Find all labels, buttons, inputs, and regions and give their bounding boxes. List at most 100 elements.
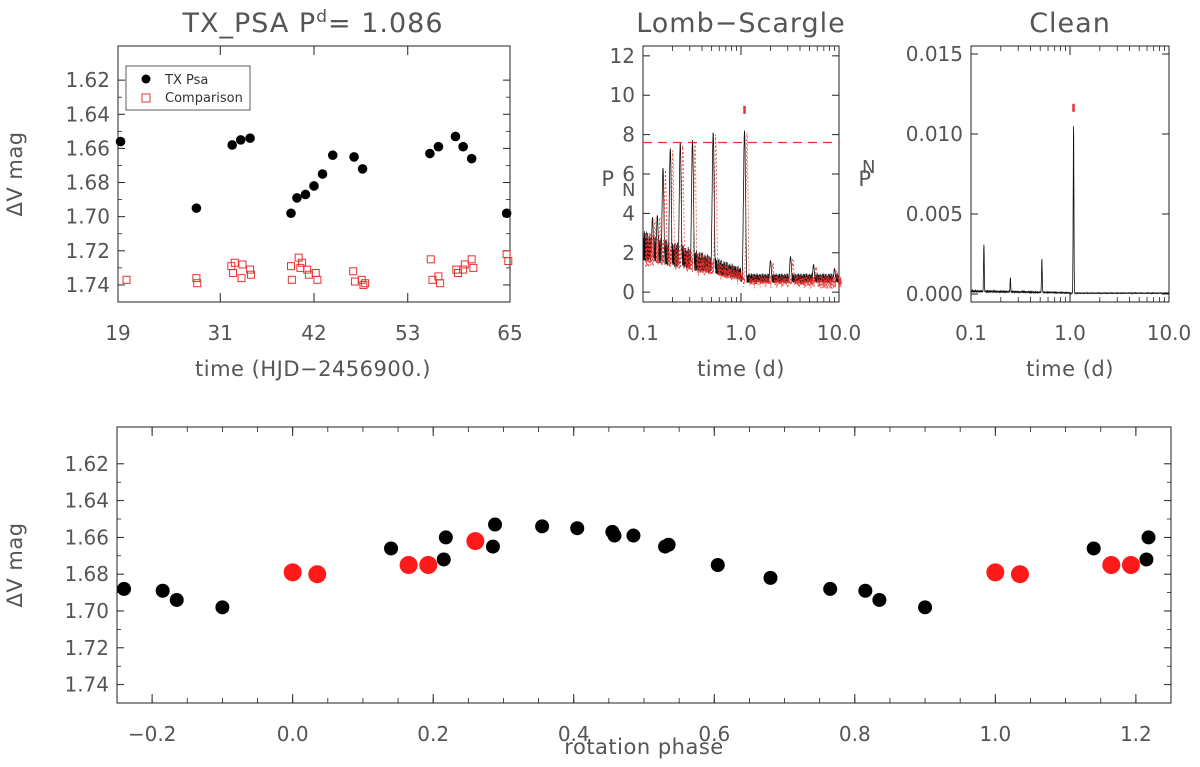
y-tick-label: 10 (610, 83, 635, 107)
clean-ylabel: P (858, 167, 871, 191)
y-tick-label: 1.74 (64, 673, 109, 697)
observed-phase-point (710, 558, 725, 572)
observed-phase-point (488, 517, 503, 532)
y-tick-label: 1.64 (64, 489, 109, 513)
x-tick-label: 0.1 (955, 321, 987, 345)
tx-psa-point (433, 141, 444, 152)
comparison-point (502, 250, 511, 259)
highlighted-phase-point (399, 556, 418, 574)
y-tick-label: 1.68 (64, 562, 109, 586)
y-tick-label: 4 (622, 201, 635, 225)
y-tick-label: 0.010 (906, 122, 963, 146)
y-tick-label: 1.74 (65, 273, 110, 297)
x-tick-label: 31 (208, 321, 233, 345)
tx-psa-point (115, 136, 126, 147)
highlighted-phase-point (986, 563, 1005, 582)
lomb-scargle-title: Lomb−Scargle (636, 8, 846, 39)
x-tick-label: 0.4 (558, 722, 590, 746)
clean-ylabel-sub: N (862, 157, 875, 178)
x-tick-label: 53 (395, 321, 420, 345)
comparison-point (296, 263, 305, 272)
observed-phase-point (872, 592, 887, 607)
comparison-point (304, 270, 313, 279)
y-tick-label: 0 (622, 280, 635, 304)
y-tick-label: 1.68 (65, 171, 110, 195)
tx-psa-point (357, 164, 368, 174)
tx-psa-point (292, 193, 302, 203)
x-tick-label: 1.0 (1054, 321, 1086, 345)
tx-psa-point (191, 203, 202, 213)
clean-title: Clean (1029, 8, 1111, 39)
legend-label-comparison: Comparison (165, 91, 243, 106)
ls-window-line (645, 132, 842, 289)
y-tick-label: 1.72 (65, 239, 110, 263)
comparison-point (350, 277, 359, 286)
comparison-point (192, 274, 201, 283)
observed-phase-point (117, 581, 132, 596)
y-tick-label: 1.66 (64, 525, 109, 549)
phased-panel: 1.62 1.64 1.66 1.68 1.70 1.72 1.74 −0.2 0.0 0.2 0… (3, 426, 1172, 759)
y-tick-label: 0.005 (906, 202, 963, 226)
observed-phase-point (436, 552, 451, 567)
highlighted-phase-point (1010, 565, 1029, 584)
comparison-point (504, 257, 513, 266)
phased-ylabel: ΔV mag (3, 522, 27, 607)
y-tick-label: 1.70 (64, 599, 109, 623)
observed-phase-point (1141, 530, 1156, 545)
tx-psa-point (425, 148, 435, 159)
highlighted-phase-point (1121, 556, 1140, 574)
lightcurve-title: TX_PSA Pd= 1.086 (181, 7, 443, 39)
y-tick-label: 1.72 (64, 636, 109, 660)
tx-psa-point (466, 153, 477, 164)
observed-phase-point (626, 528, 641, 543)
tx-psa-point (245, 133, 255, 143)
lomb-scargle-ylabel: P (601, 167, 614, 191)
comparison-point (246, 265, 255, 274)
x-tick-label: 42 (301, 321, 326, 345)
x-tick-label: 1.0 (979, 722, 1011, 746)
tx-psa-point (227, 140, 237, 150)
tx-psa-point (300, 189, 311, 200)
observed-phase-point (535, 519, 550, 534)
x-tick-label: 0.2 (417, 722, 449, 746)
observed-phase-point (570, 521, 585, 536)
y-tick-label: 12 (610, 44, 635, 68)
x-tick-label: 19 (105, 321, 130, 345)
observed-phase-point (823, 581, 838, 596)
comparison-point (303, 265, 312, 274)
observed-phase-point (1086, 541, 1101, 556)
observed-phase-point (384, 541, 399, 556)
phased-frame (116, 426, 1172, 704)
y-tick-label: 8 (622, 123, 635, 147)
comparison-point (287, 275, 296, 284)
lightcurve-panel: TX_PSA Pd= 1.086 1.62 1.64 1.66 1.68 1.70 1.7… (3, 7, 523, 381)
observed-phase-point (661, 537, 676, 552)
clean-panel: Clean 0.000 0.005 0.010 0.015 0.1 1.0 10.0 ti… (858, 8, 1191, 381)
comparison-point (122, 275, 131, 284)
comparison-point (361, 279, 370, 288)
observed-phase-point (215, 600, 230, 615)
lightcurve-ylabel: ΔV mag (3, 131, 27, 216)
legend-box (125, 65, 251, 111)
y-tick-label: 1.64 (65, 102, 110, 126)
comparison-point (359, 280, 368, 289)
comparison-point (237, 274, 246, 283)
highlighted-phase-point (466, 532, 485, 551)
lomb-scargle-panel: Lomb−Scargle 0 2 4 6 8 10 12 0.1 1.0 10.0 time (… (601, 8, 861, 381)
x-tick-label: 0.1 (627, 321, 659, 345)
y-tick-label: 1.66 (65, 136, 110, 160)
ls-spectrum-line (642, 130, 840, 284)
clean-xlabel: time (d) (1026, 357, 1114, 381)
x-tick-label: 0.0 (277, 722, 309, 746)
comparison-point (460, 260, 469, 269)
observed-phase-point (918, 600, 933, 615)
tx-psa-point (309, 181, 319, 191)
observed-phase-point (763, 570, 778, 585)
observed-phase-point (607, 528, 622, 543)
y-tick-label: 0.000 (906, 282, 963, 306)
x-tick-label: 1.2 (1120, 722, 1152, 746)
highlighted-phase-point (419, 556, 438, 574)
observed-phase-point (169, 592, 184, 607)
x-tick-label: 1.0 (725, 321, 757, 345)
lightcurve-legend: TX Psa Comparison (125, 65, 251, 111)
